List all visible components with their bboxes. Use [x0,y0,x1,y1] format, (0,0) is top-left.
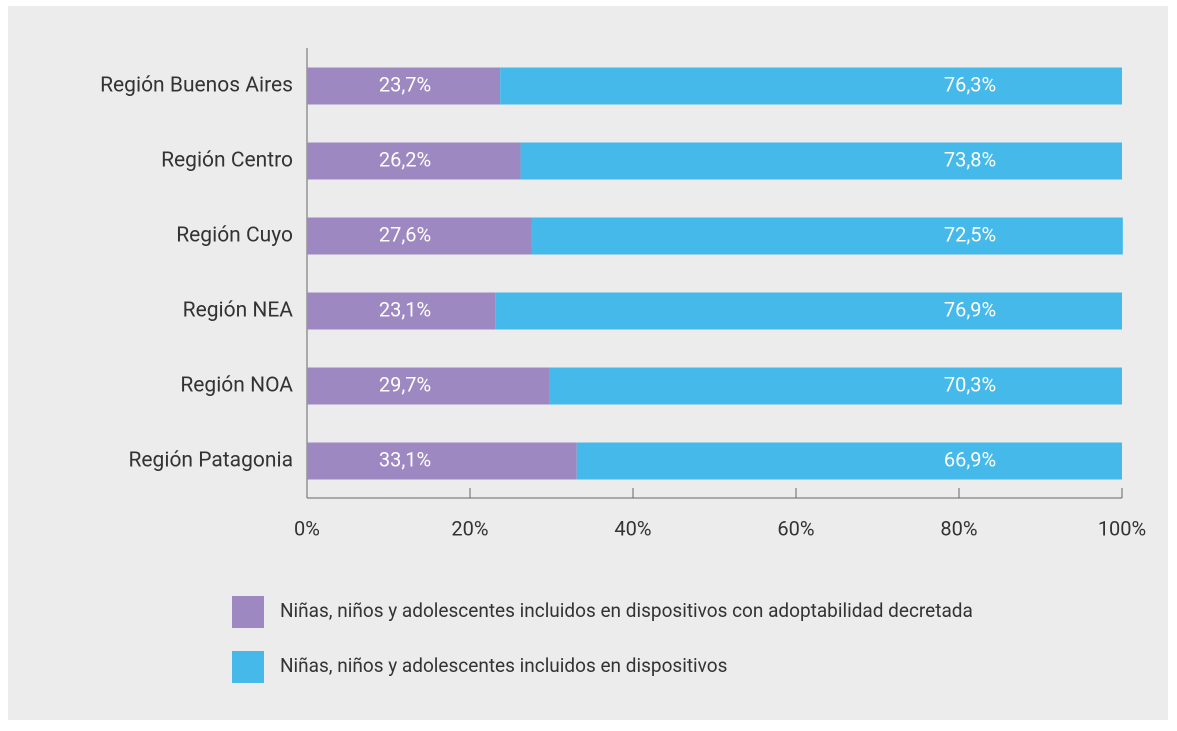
legend-swatch [232,651,264,683]
value-label: 66,9% [944,447,996,471]
x-tick-label: 0% [294,516,320,540]
value-label: 33,1% [379,447,431,471]
bar-segment [307,442,577,480]
value-label: 23,7% [379,72,431,96]
panel [8,6,1168,720]
value-label: 29,7% [379,372,431,396]
value-label: 26,2% [379,147,431,171]
bar-segment [500,67,1122,105]
value-label: 76,9% [944,297,996,321]
category-label: Región Patagonia [128,449,293,473]
legend-swatch [232,596,264,628]
legend-label: Niñas, niños y adolescentes incluidos en… [280,599,973,622]
category-label: Región Centro [161,149,293,173]
bar-segment [520,142,1122,180]
category-label: Región Buenos Aires [100,74,293,98]
bar-segment [307,142,521,180]
value-label: 23,1% [379,297,431,321]
value-label: 73,8% [944,147,996,171]
bar-segment [531,217,1123,255]
value-label: 70,3% [944,372,996,396]
category-label: Región Cuyo [176,224,293,248]
x-tick-label: 80% [940,516,977,540]
bar-segment [307,367,550,405]
x-tick-label: 60% [777,516,814,540]
value-label: 76,3% [944,72,996,96]
category-label: Región NOA [180,374,293,398]
value-label: 27,6% [379,222,431,246]
category-label: Región NEA [183,299,294,323]
x-tick-label: 20% [451,516,488,540]
bar-segment [307,292,496,330]
x-tick-label: 40% [614,516,651,540]
bar-segment [495,292,1122,330]
bar-segment [549,367,1122,405]
bar-segment [307,67,501,105]
bar-segment [307,217,532,255]
value-label: 72,5% [944,222,996,246]
x-tick-label: 100% [1098,516,1146,540]
bar-segment [576,442,1122,480]
legend-label: Niñas, niños y adolescentes incluidos en… [280,654,727,677]
